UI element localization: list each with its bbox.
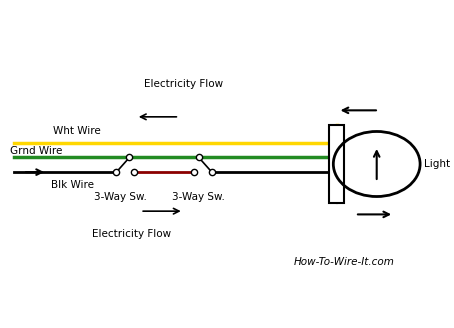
Text: Electricity Flow: Electricity Flow bbox=[144, 79, 223, 89]
Text: Blk Wire: Blk Wire bbox=[51, 180, 94, 190]
Text: Light: Light bbox=[424, 159, 450, 169]
Text: 3-Way Sw.: 3-Way Sw. bbox=[94, 192, 147, 202]
Bar bbox=[329, 125, 344, 203]
Text: 3-Way Sw.: 3-Way Sw. bbox=[173, 192, 225, 202]
Text: Wht Wire: Wht Wire bbox=[54, 126, 101, 136]
Text: How-To-Wire-It.com: How-To-Wire-It.com bbox=[294, 256, 395, 267]
Text: Grnd Wire: Grnd Wire bbox=[10, 146, 63, 156]
Text: Electricity Flow: Electricity Flow bbox=[92, 229, 171, 239]
